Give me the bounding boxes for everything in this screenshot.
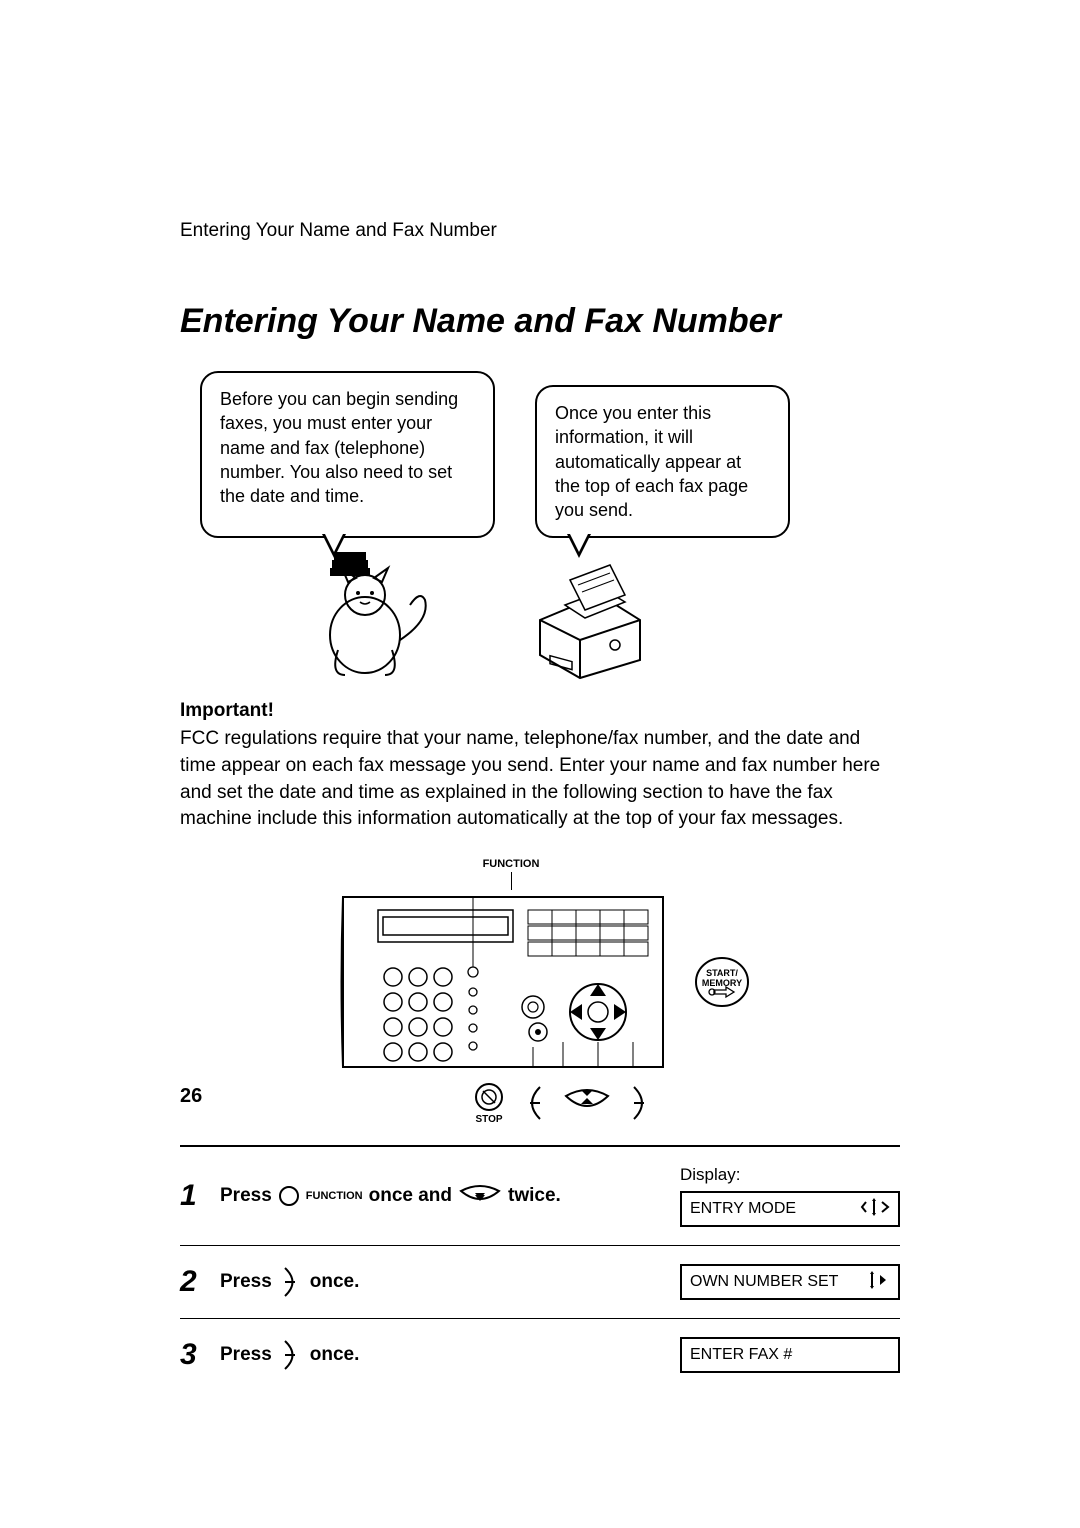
- right-half-button-icon: [626, 1083, 656, 1123]
- once-and-text: once and: [369, 1185, 452, 1207]
- function-button-icon: [278, 1185, 300, 1207]
- stop-button-icon: [474, 1082, 504, 1112]
- step-number: 1: [180, 1179, 210, 1213]
- fax-machine-icon: [510, 550, 660, 680]
- start-label: START/: [706, 968, 738, 978]
- step-number: 3: [180, 1338, 210, 1372]
- stop-label: STOP: [475, 1114, 502, 1125]
- arrows-icon: [860, 1198, 890, 1220]
- callout-right: Once you enter this information, it will…: [535, 385, 790, 538]
- lens-down-icon: [458, 1183, 502, 1209]
- display-box: ENTER FAX #: [680, 1337, 900, 1373]
- once-text: once.: [310, 1344, 360, 1366]
- callouts-row: Before you can begin sending faxes, you …: [180, 371, 900, 538]
- display-box: ENTRY MODE: [680, 1191, 900, 1227]
- function-label: FUNCTION: [476, 858, 546, 870]
- press-text: Press: [220, 1271, 272, 1293]
- speech-tail-icon: [322, 534, 346, 558]
- page-title: Entering Your Name and Fax Number: [180, 302, 900, 341]
- speech-tail-icon: [567, 534, 591, 558]
- step-row: 2 Press once. OWN NUMBER SET: [180, 1246, 900, 1319]
- pointer-line-icon: [511, 872, 512, 890]
- step-row: 3 Press once. ENTER FAX #: [180, 1319, 900, 1391]
- callout-right-text: Once you enter this information, it will…: [555, 403, 748, 520]
- twice-text: twice.: [508, 1185, 561, 1207]
- right-half-button-icon: [278, 1265, 304, 1299]
- mascot-row: [290, 550, 900, 680]
- once-text: once.: [310, 1271, 360, 1293]
- display-text: ENTRY MODE: [690, 1200, 796, 1218]
- fax-panel-icon: [338, 892, 668, 1072]
- step-display: ENTER FAX #: [680, 1337, 900, 1373]
- below-buttons: STOP: [380, 1082, 750, 1125]
- page-number: 26: [180, 1085, 202, 1108]
- page: Entering Your Name and Fax Number Enteri…: [0, 0, 1080, 1528]
- right-half-button-icon: [278, 1338, 304, 1372]
- memory-label: MEMORY: [702, 978, 742, 988]
- mascot-cat-icon: [290, 550, 440, 680]
- device-diagram: FUNCTION: [330, 858, 750, 1125]
- running-header: Entering Your Name and Fax Number: [180, 220, 900, 242]
- display-text: OWN NUMBER SET: [690, 1273, 838, 1291]
- press-text: Press: [220, 1185, 272, 1207]
- start-memory-button-icon: START/ MEMORY: [694, 954, 750, 1010]
- step-instruction: Press once.: [220, 1338, 670, 1372]
- arrows-icon: [866, 1271, 890, 1293]
- step-display: Display: ENTRY MODE: [680, 1165, 900, 1227]
- display-heading: Display:: [680, 1165, 900, 1185]
- function-small-label: FUNCTION: [306, 1190, 363, 1202]
- important-label: Important!: [180, 700, 900, 722]
- step-number: 2: [180, 1265, 210, 1299]
- steps-table: 1 Press FUNCTION once and twice. Display…: [180, 1145, 900, 1391]
- left-half-button-icon: [518, 1083, 548, 1123]
- step-display: OWN NUMBER SET: [680, 1264, 900, 1300]
- callout-left-text: Before you can begin sending faxes, you …: [220, 389, 458, 506]
- display-text: ENTER FAX #: [690, 1346, 792, 1364]
- step-row: 1 Press FUNCTION once and twice. Display…: [180, 1147, 900, 1246]
- display-box: OWN NUMBER SET: [680, 1264, 900, 1300]
- important-block: Important! FCC regulations require that …: [180, 700, 900, 832]
- press-text: Press: [220, 1344, 272, 1366]
- step-instruction: Press once.: [220, 1265, 670, 1299]
- down-lens-button-icon: [562, 1088, 612, 1118]
- callout-left: Before you can begin sending faxes, you …: [200, 371, 495, 538]
- important-text: FCC regulations require that your name, …: [180, 726, 900, 832]
- step-instruction: Press FUNCTION once and twice.: [220, 1183, 670, 1209]
